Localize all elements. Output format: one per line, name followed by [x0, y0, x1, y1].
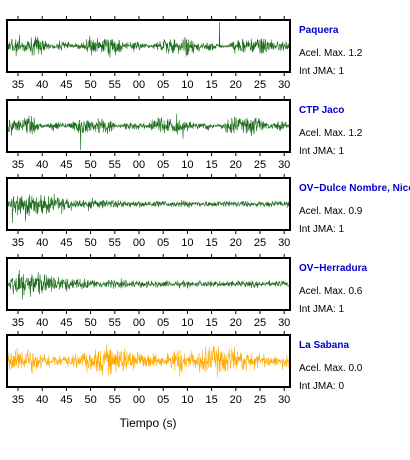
tick-label: 30: [278, 159, 290, 171]
panel-3: 35 40 45 50 55 00 05 10 15 20 25 30 OV−Dulce Nombre,…: [6, 174, 410, 249]
plot-frame: [6, 177, 291, 231]
series-line-2: [6, 113, 291, 151]
tick-label: 50: [84, 79, 96, 91]
tick-label: 15: [205, 159, 217, 171]
tick-label: 35: [12, 317, 24, 329]
jma-intensity: Int JMA: 1: [299, 66, 344, 77]
series-line-4: [6, 270, 291, 300]
tick-label: 00: [133, 394, 145, 406]
tick-label: 00: [133, 317, 145, 329]
tick-label: 55: [109, 394, 121, 406]
jma-intensity: Int JMA: 0: [299, 381, 344, 392]
max-acceleration: Acel. Max. 1.2: [299, 48, 363, 59]
tick-label: 45: [60, 79, 72, 91]
tick-label: 50: [84, 317, 96, 329]
tick-label: 25: [254, 79, 266, 91]
tick-label: 25: [254, 317, 266, 329]
tick-label: 00: [133, 237, 145, 249]
tick-label: 55: [109, 237, 121, 249]
tick-label: 10: [181, 159, 193, 171]
jma-intensity: Int JMA: 1: [299, 224, 344, 235]
tick-label: 55: [109, 79, 121, 91]
tick-label: 35: [12, 237, 24, 249]
x-axis-title: Tiempo (s): [120, 416, 177, 430]
tick-label: 35: [12, 394, 24, 406]
jma-intensity: Int JMA: 1: [299, 304, 344, 315]
tick-label: 30: [278, 79, 290, 91]
tick-label: 30: [278, 394, 290, 406]
panel-2: 35 40 45 50 55 00 05 10 15 20 25 30 CTP Jaco Acel. Ma…: [6, 96, 363, 171]
station-name: La Sabana: [299, 340, 349, 351]
tick-label: 05: [157, 317, 169, 329]
plot-frame: [6, 257, 291, 311]
tick-label: 05: [157, 79, 169, 91]
station-name: OV−Dulce Nombre, Nicoya: [299, 183, 410, 194]
tick-label: 30: [278, 237, 290, 249]
tick-label: 15: [205, 79, 217, 91]
plot-frame: [6, 99, 291, 153]
series-line-5: [6, 344, 291, 378]
tick-label: 40: [36, 394, 48, 406]
plot-frame: [6, 19, 291, 73]
tick-label: 10: [181, 237, 193, 249]
panel-1: 35 40 45 50 55 00 05 10 15 20 25 30 Paquera Acel. Max…: [6, 16, 363, 91]
max-acceleration: Acel. Max. 0.6: [299, 286, 363, 297]
tick-label: 25: [254, 159, 266, 171]
max-acceleration: Acel. Max. 0.9: [299, 206, 363, 217]
tick-label: 35: [12, 159, 24, 171]
tick-label: 45: [60, 159, 72, 171]
tick-label: 20: [230, 159, 242, 171]
tick-label: 20: [230, 79, 242, 91]
max-acceleration: Acel. Max. 1.2: [299, 128, 363, 139]
tick-label: 45: [60, 317, 72, 329]
tick-label: 50: [84, 237, 96, 249]
tick-label: 55: [109, 159, 121, 171]
tick-label: 35: [12, 79, 24, 91]
tick-label: 25: [254, 394, 266, 406]
tick-label: 10: [181, 394, 193, 406]
station-name: CTP Jaco: [299, 105, 344, 116]
tick-label: 15: [205, 394, 217, 406]
tick-label: 55: [109, 317, 121, 329]
tick-label: 10: [181, 317, 193, 329]
tick-label: 15: [205, 237, 217, 249]
station-name: OV−Herradura: [299, 263, 368, 274]
tick-label: 40: [36, 79, 48, 91]
tick-label: 20: [230, 394, 242, 406]
tick-label: 05: [157, 394, 169, 406]
tick-label: 05: [157, 237, 169, 249]
tick-label: 05: [157, 159, 169, 171]
tick-label: 45: [60, 394, 72, 406]
tick-label: 00: [133, 79, 145, 91]
tick-label: 20: [230, 317, 242, 329]
tick-label: 45: [60, 237, 72, 249]
tick-label: 30: [278, 317, 290, 329]
tick-label: 40: [36, 237, 48, 249]
tick-label: 40: [36, 317, 48, 329]
tick-label: 25: [254, 237, 266, 249]
series-line-3: [6, 193, 291, 223]
station-name: Paquera: [299, 25, 339, 36]
tick-label: 20: [230, 237, 242, 249]
tick-label: 50: [84, 159, 96, 171]
tick-label: 10: [181, 79, 193, 91]
panels-container: 35 40 45 50 55 00 05 10 15 20 25 30 Paquera Acel. Max…: [6, 16, 410, 406]
max-acceleration: Acel. Max. 0.0: [299, 363, 363, 374]
jma-intensity: Int JMA: 1: [299, 146, 344, 157]
panel-4: 35 40 45 50 55 00 05 10 15 20 25 30 OV−Herradura Acel…: [6, 254, 368, 329]
plot-frame: [6, 334, 291, 388]
tick-label: 40: [36, 159, 48, 171]
series-line-1: [6, 21, 291, 58]
panel-5: 35 40 45 50 55 00 05 10 15 20 25 30 La Sabana Acel. M…: [6, 331, 363, 406]
tick-label: 50: [84, 394, 96, 406]
tick-label: 15: [205, 317, 217, 329]
tick-label: 00: [133, 159, 145, 171]
